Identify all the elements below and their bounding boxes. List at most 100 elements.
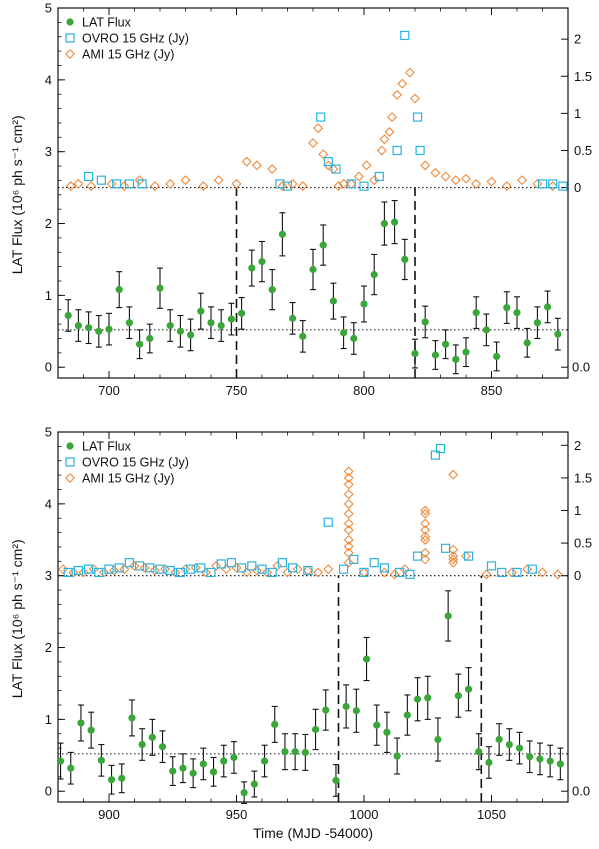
lat-point — [97, 756, 105, 764]
ovro-point — [405, 569, 415, 579]
ami-point — [420, 547, 431, 558]
ami-point — [211, 560, 222, 571]
ami-point — [450, 175, 461, 186]
ovro-point — [124, 558, 135, 568]
lat-point — [556, 760, 564, 768]
ami-point — [190, 562, 201, 573]
y-axis-title: LAT Flux (10⁶ ph s⁻¹ cm²) — [9, 539, 25, 698]
ami-point — [68, 567, 79, 578]
ovro-point — [527, 564, 537, 574]
ovro-point — [216, 559, 226, 569]
ami-point — [448, 557, 459, 568]
ovro-point — [114, 563, 124, 573]
ami-point — [272, 560, 283, 571]
ami-point — [448, 551, 459, 562]
lat-point — [505, 740, 513, 749]
ami-point — [353, 171, 364, 182]
ovro-point — [145, 563, 155, 573]
y-tick-label: 3 — [45, 144, 52, 159]
ami-point — [369, 175, 380, 186]
ami-point — [313, 567, 324, 578]
ami-point — [323, 160, 334, 171]
ovro-point — [267, 567, 277, 578]
ovro-point — [497, 567, 507, 578]
ami-point — [343, 499, 354, 509]
ovro-point — [277, 558, 287, 568]
radio-tick-label: 0 — [574, 568, 581, 583]
ovro-point — [441, 543, 451, 553]
lat-point — [230, 753, 238, 762]
lat-point — [544, 303, 552, 311]
ovro-point — [165, 565, 175, 576]
ami-point — [420, 505, 431, 516]
x-tick-label: 950 — [226, 807, 248, 822]
ami-point — [430, 167, 441, 178]
ovro-point — [331, 164, 341, 174]
radio-tick-label: 1 — [574, 106, 581, 121]
ami-point — [277, 181, 288, 192]
lat-point — [156, 284, 164, 292]
radio-low-tick-label: 0.0 — [572, 360, 590, 375]
lat-point — [444, 612, 452, 620]
ovro-point — [104, 564, 114, 574]
ami-point — [343, 508, 354, 519]
ami-point — [552, 569, 563, 580]
radio-tick-label: 1.5 — [574, 470, 592, 485]
ami-point — [532, 178, 543, 189]
ami-point — [251, 565, 262, 576]
ami-point — [119, 181, 130, 192]
radio-tick-label: 0 — [574, 180, 581, 195]
lat-point — [475, 748, 483, 756]
lat-point — [271, 720, 279, 729]
ami-point — [379, 134, 390, 145]
lat-point — [260, 757, 269, 765]
lat-point — [362, 655, 371, 663]
ovro-point — [94, 567, 104, 578]
ami-point — [399, 564, 410, 575]
radio-tick-label: 1 — [574, 503, 581, 518]
ami-point — [420, 508, 431, 519]
ami-point — [420, 554, 431, 565]
x-tick-label: 700 — [98, 383, 120, 398]
ami-point — [86, 181, 97, 192]
ovro-point — [463, 551, 474, 561]
ami-point — [88, 564, 99, 575]
ovro-point — [512, 567, 522, 578]
ami-point — [241, 156, 252, 167]
ami-point — [376, 145, 387, 156]
lat-point — [138, 740, 146, 749]
ami-point — [389, 569, 400, 580]
ami-point — [78, 567, 89, 578]
lat-point — [413, 695, 422, 703]
ami-point — [160, 564, 171, 575]
x-tick-label: 850 — [481, 383, 503, 398]
lat-point — [281, 748, 289, 756]
lat-point — [309, 265, 317, 274]
ovro-point — [63, 567, 73, 578]
lat-point — [74, 321, 82, 330]
lat-point — [278, 230, 286, 238]
lat-point — [220, 757, 228, 765]
ami-point — [537, 567, 548, 578]
ovro-point — [346, 179, 356, 189]
lat-point — [199, 760, 207, 768]
ami-point — [297, 181, 308, 192]
lat-point — [250, 780, 258, 788]
ami-point — [343, 525, 354, 536]
lat-point — [77, 719, 85, 727]
radio-tick-label: 2 — [574, 32, 581, 47]
ovro-point — [282, 181, 293, 191]
ami-point — [262, 567, 273, 578]
lat-point — [482, 326, 490, 334]
lat-point — [421, 318, 429, 326]
ami-point — [343, 518, 354, 529]
ami-point — [486, 176, 497, 187]
ovro-point — [247, 561, 257, 571]
ami-point — [149, 565, 160, 576]
ovro-point — [349, 554, 359, 564]
ami-point — [134, 175, 145, 186]
lat-point — [227, 315, 235, 323]
radio-tick-label: 2 — [574, 438, 581, 453]
ami-point — [343, 541, 354, 552]
